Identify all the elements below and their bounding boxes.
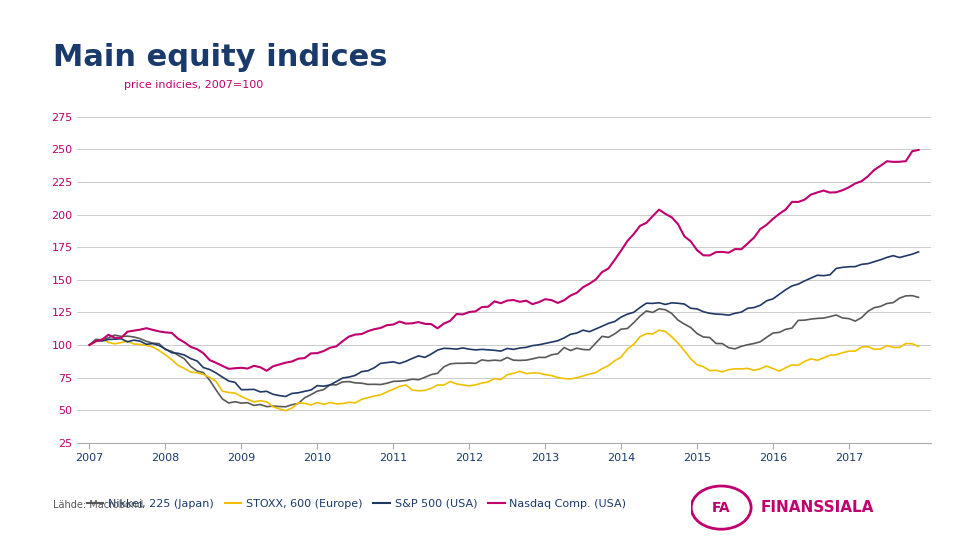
Legend: Nikkei, 225 (Japan), STOXX, 600 (Europe), S&P 500 (USA), Nasdaq Comp. (USA): Nikkei, 225 (Japan), STOXX, 600 (Europe)… xyxy=(83,494,631,514)
Text: price indicies, 2007=100: price indicies, 2007=100 xyxy=(124,80,263,90)
Nikkei, 225 (Japan) xyxy=(185,363,197,369)
STOXX, 600 (Europe) xyxy=(654,327,665,333)
Nikkei, 225 (Japan) xyxy=(343,379,354,385)
S&P 500 (USA) xyxy=(755,302,766,308)
Nasdaq Comp. (USA) xyxy=(154,328,165,335)
STOXX, 600 (Europe) xyxy=(280,407,292,414)
Text: FA: FA xyxy=(711,501,731,515)
Nikkei, 225 (Japan) xyxy=(84,342,95,348)
Line: S&P 500 (USA): S&P 500 (USA) xyxy=(89,252,919,396)
S&P 500 (USA) xyxy=(343,374,354,380)
STOXX, 600 (Europe) xyxy=(761,363,773,369)
S&P 500 (USA) xyxy=(913,248,924,255)
STOXX, 600 (Europe) xyxy=(154,347,165,354)
STOXX, 600 (Europe) xyxy=(767,366,779,372)
Nasdaq Comp. (USA) xyxy=(84,342,95,348)
S&P 500 (USA) xyxy=(185,355,197,362)
S&P 500 (USA) xyxy=(369,364,380,371)
S&P 500 (USA) xyxy=(84,342,95,348)
Text: FINANSSIALA: FINANSSIALA xyxy=(761,500,875,515)
STOXX, 600 (Europe) xyxy=(84,342,95,348)
Nasdaq Comp. (USA) xyxy=(261,368,273,374)
S&P 500 (USA) xyxy=(154,342,165,349)
STOXX, 600 (Europe) xyxy=(369,393,380,399)
Nikkei, 225 (Japan) xyxy=(755,339,766,345)
STOXX, 600 (Europe) xyxy=(913,343,924,350)
Nikkei, 225 (Japan) xyxy=(913,294,924,301)
Nikkei, 225 (Japan) xyxy=(280,403,292,410)
Nasdaq Comp. (USA) xyxy=(761,221,773,228)
Nikkei, 225 (Japan) xyxy=(906,292,918,299)
Text: Lähde: Macrobond: Lähde: Macrobond xyxy=(53,500,143,510)
STOXX, 600 (Europe) xyxy=(343,399,354,406)
Nasdaq Comp. (USA) xyxy=(343,333,354,340)
Nasdaq Comp. (USA) xyxy=(185,343,197,350)
Nasdaq Comp. (USA) xyxy=(369,326,380,333)
S&P 500 (USA) xyxy=(280,393,292,400)
S&P 500 (USA) xyxy=(761,298,773,304)
Nikkei, 225 (Japan) xyxy=(761,334,773,341)
Line: Nasdaq Comp. (USA): Nasdaq Comp. (USA) xyxy=(89,150,919,371)
Nasdaq Comp. (USA) xyxy=(755,226,766,232)
Text: Main equity indices: Main equity indices xyxy=(53,43,387,72)
Nikkei, 225 (Japan) xyxy=(369,381,380,388)
Line: STOXX, 600 (Europe): STOXX, 600 (Europe) xyxy=(89,330,919,410)
STOXX, 600 (Europe) xyxy=(185,369,197,375)
Line: Nikkei, 225 (Japan): Nikkei, 225 (Japan) xyxy=(89,295,919,407)
Nasdaq Comp. (USA) xyxy=(913,147,924,153)
Nikkei, 225 (Japan) xyxy=(154,340,165,347)
